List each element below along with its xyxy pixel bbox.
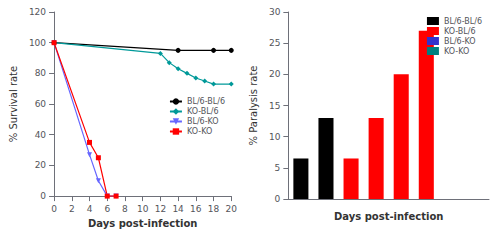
svg-text:10: 10	[269, 132, 281, 142]
svg-text:BL/6-KO: BL/6-KO	[444, 37, 476, 46]
svg-text:20: 20	[269, 69, 281, 79]
svg-text:0: 0	[40, 191, 46, 201]
svg-text:20: 20	[35, 160, 47, 170]
svg-text:% Survival rate: % Survival rate	[8, 66, 19, 143]
svg-text:4: 4	[87, 204, 93, 214]
svg-text:KO-KO: KO-KO	[444, 47, 469, 56]
svg-text:15: 15	[269, 101, 280, 111]
svg-text:16: 16	[190, 204, 202, 214]
svg-text:0: 0	[51, 204, 57, 214]
svg-text:BL/6-BL/6: BL/6-BL/6	[187, 97, 225, 106]
svg-text:Days post-infection: Days post-infection	[88, 218, 197, 229]
svg-text:0: 0	[275, 194, 281, 204]
svg-text:14: 14	[172, 204, 184, 214]
svg-text:BL/6-KO: BL/6-KO	[187, 117, 219, 126]
svg-text:10: 10	[137, 204, 149, 214]
svg-text:KO-BL/6: KO-BL/6	[187, 107, 219, 116]
svg-text:40: 40	[35, 130, 47, 140]
svg-text:8: 8	[122, 204, 128, 214]
svg-text:2: 2	[69, 204, 75, 214]
svg-text:BL/6-BL/6: BL/6-BL/6	[444, 17, 482, 26]
svg-text:20: 20	[226, 204, 238, 214]
svg-text:80: 80	[35, 68, 47, 78]
svg-text:% Paralysis rate: % Paralysis rate	[248, 65, 259, 145]
svg-text:120: 120	[29, 7, 46, 17]
svg-text:12: 12	[155, 204, 166, 214]
svg-text:KO-BL/6: KO-BL/6	[444, 27, 476, 36]
svg-text:60: 60	[35, 99, 47, 109]
svg-text:KO-KO: KO-KO	[187, 127, 212, 136]
svg-text:100: 100	[29, 38, 46, 48]
svg-text:30: 30	[269, 7, 281, 17]
svg-text:18: 18	[208, 204, 220, 214]
svg-text:5: 5	[275, 163, 281, 173]
svg-text:25: 25	[269, 38, 280, 48]
svg-text:6: 6	[104, 204, 110, 214]
svg-text:Days post-infection: Days post-infection	[334, 211, 443, 222]
